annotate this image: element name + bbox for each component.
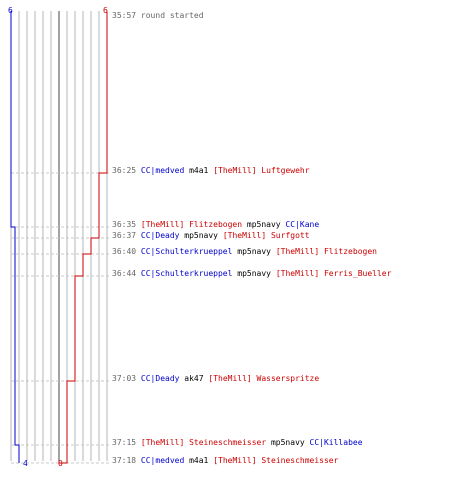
weapon-name: mp5navy	[237, 269, 271, 278]
victim-name: [TheMill] Steineschmeisser	[213, 456, 339, 465]
victim-name: [TheMill] Surfgott	[222, 231, 310, 240]
kill-time: 36:44	[112, 269, 137, 278]
weapon-name: mp5navy	[237, 247, 271, 256]
red-end-count: 0	[58, 459, 63, 468]
weapon-name: ak47	[184, 374, 204, 383]
killer-name: CC|Deady	[140, 231, 180, 240]
killer-name: CC|Schulterkrueppel	[140, 247, 233, 256]
victim-name: [TheMill] Flitzebogen	[275, 247, 377, 256]
weapon-name: m4a1	[189, 166, 209, 175]
weapon-name: mp5navy	[184, 231, 218, 240]
blue-end-count: 4	[23, 459, 28, 468]
kill-event-row: 37:18 CC|medved m4a1 [TheMill] Steinesch…	[112, 456, 338, 466]
victim-name: [TheMill] Luftgewehr	[213, 166, 310, 175]
kill-time: 37:03	[112, 374, 137, 383]
kill-event-row: 37:15 [TheMill] Steineschmeisser mp5navy…	[112, 438, 363, 448]
weapon-name: mp5navy	[246, 220, 281, 229]
kill-event-row: 36:37 CC|Deady mp5navy [TheMill] Surfgot…	[112, 231, 310, 241]
round-start-label: round started	[140, 11, 204, 20]
round-start-row: 35:57 round started	[112, 11, 204, 21]
kill-time: 36:35	[112, 220, 137, 229]
kill-event-row: 36:25 CC|medved m4a1 [TheMill] Luftgeweh…	[112, 166, 310, 176]
kill-time: 37:15	[112, 438, 137, 447]
blue-alive-line	[10, 11, 20, 463]
weapon-name: m4a1	[189, 456, 209, 465]
killer-name: [TheMill] Flitzebogen	[140, 220, 243, 229]
kill-event-row: 37:03 CC|Deady ak47 [TheMill] Wasserspri…	[112, 374, 319, 384]
red-start-count: 6	[103, 6, 108, 15]
victim-name: CC|Killabee	[309, 438, 363, 447]
blue-start-count: 6	[8, 6, 13, 15]
victim-name: [TheMill] Ferris_Bueller	[275, 269, 392, 278]
killer-name: [TheMill] Steineschmeisser	[140, 438, 267, 447]
killer-name: CC|medved	[140, 166, 185, 175]
killer-name: CC|Deady	[140, 374, 180, 383]
kill-time: 36:37	[112, 231, 137, 240]
round-timeline-graph	[10, 11, 111, 464]
weapon-name: mp5navy	[270, 438, 305, 447]
red-alive-line	[58, 11, 108, 464]
victim-name: [TheMill] Wasserspritze	[208, 374, 320, 383]
kill-event-row: 36:35 [TheMill] Flitzebogen mp5navy CC|K…	[112, 220, 319, 230]
round-start-time: 35:57	[112, 11, 137, 20]
victim-name: CC|Kane	[285, 220, 320, 229]
kill-event-row: 36:40 CC|Schulterkrueppel mp5navy [TheMi…	[112, 247, 377, 257]
kill-event-row: 36:44 CC|Schulterkrueppel mp5navy [TheMi…	[112, 269, 391, 279]
kill-time: 36:40	[112, 247, 137, 256]
kill-time: 37:18	[112, 456, 137, 465]
killer-name: CC|Schulterkrueppel	[140, 269, 233, 278]
kill-time: 36:25	[112, 166, 137, 175]
killer-name: CC|medved	[140, 456, 185, 465]
